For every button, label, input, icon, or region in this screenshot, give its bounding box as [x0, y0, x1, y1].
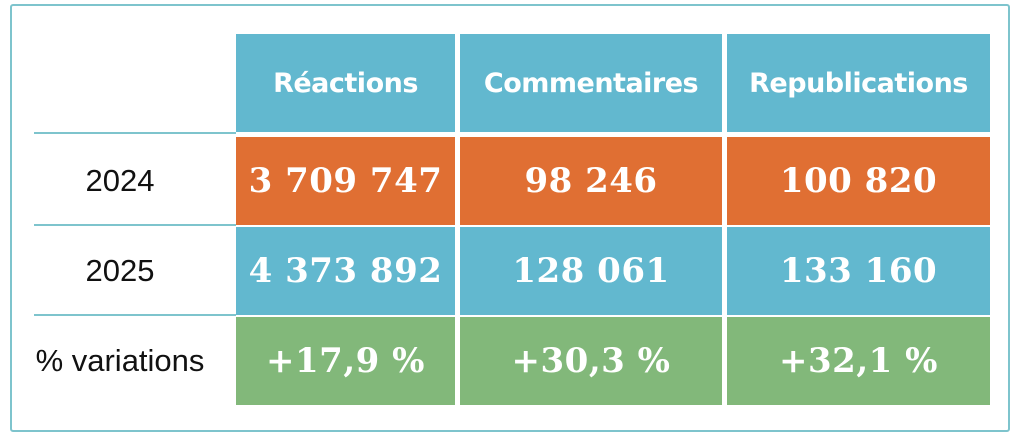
row-label-2025: 2025: [85, 253, 155, 288]
row-divider: [34, 314, 236, 316]
value-cell-2025-r-actions: 4 373 892: [236, 227, 455, 315]
column-header-r-actions: Réactions: [236, 34, 455, 132]
value-cell-2025-commentaires: 128 061: [460, 227, 722, 315]
row-divider: [34, 224, 236, 226]
row-label-2024: 2024: [85, 163, 155, 198]
value-cell-2024-commentaires: 98 246: [460, 137, 722, 225]
column-header-commentaires: Commentaires: [460, 34, 722, 132]
value-cell-variations-r-actions: +17,9 %: [236, 317, 455, 405]
value-cell-variations-republications: +32,1 %: [727, 317, 990, 405]
row-label-variations: % variations: [35, 343, 205, 378]
value-cell-2024-republications: 100 820: [727, 137, 990, 225]
row-divider: [34, 132, 236, 134]
value-cell-2024-r-actions: 3 709 747: [236, 137, 455, 225]
value-cell-variations-commentaires: +30,3 %: [460, 317, 722, 405]
value-cell-2025-republications: 133 160: [727, 227, 990, 315]
column-header-republications: Republications: [727, 34, 990, 132]
